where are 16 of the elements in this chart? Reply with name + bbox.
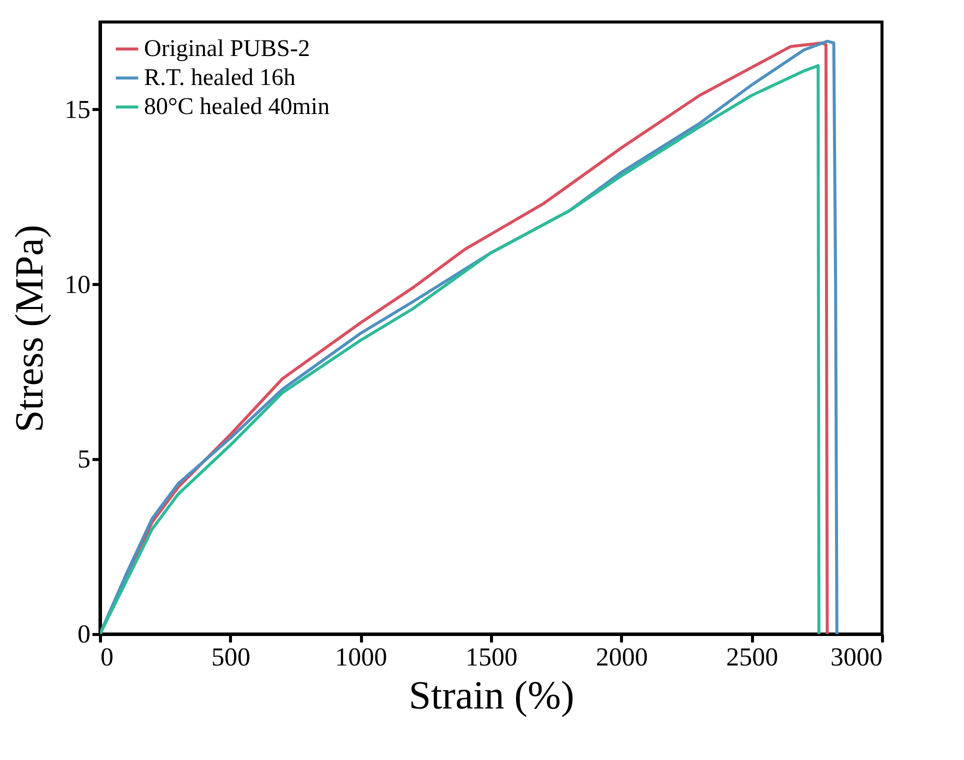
legend-label: Original PUBS-2 bbox=[144, 36, 310, 62]
x-tick-label: 0 bbox=[100, 642, 114, 672]
y-tick-label: 0 bbox=[78, 620, 90, 648]
x-tick-label: 3000 bbox=[830, 642, 882, 672]
x-tick-label: 1500 bbox=[466, 642, 518, 672]
x-axis-title: Strain (%) bbox=[408, 672, 574, 718]
x-tick-label: 2000 bbox=[596, 642, 648, 672]
x-tick-label: 500 bbox=[211, 642, 250, 672]
legend-label: 80°C healed 40min bbox=[144, 94, 330, 120]
x-tick-label: 1000 bbox=[335, 642, 388, 672]
y-tick-label: 5 bbox=[78, 444, 90, 474]
y-tick-label: 10 bbox=[64, 270, 90, 299]
y-tick-label: 15 bbox=[64, 94, 90, 124]
legend-label: R.T. healed 16h bbox=[144, 65, 296, 91]
x-tick-label: 2500 bbox=[726, 642, 778, 672]
y-axis-title: Stress (MPa) bbox=[6, 224, 52, 432]
